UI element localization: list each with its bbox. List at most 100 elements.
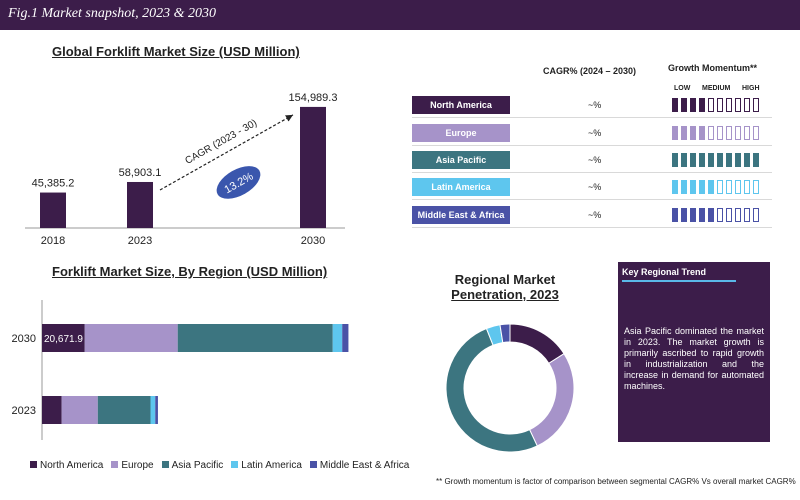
global-chart-title: Global Forklift Market Size (USD Million… [52, 44, 300, 59]
key-trend-body: Asia Pacific dominated the market in 202… [624, 326, 764, 391]
momentum-bar [681, 153, 687, 167]
legend-item-asia-pacific: Asia Pacific [161, 460, 223, 471]
momentum-bar [708, 208, 714, 222]
key-trend-panel: Key Regional Trend Asia Pacific dominate… [618, 262, 770, 442]
momentum-bar [753, 126, 759, 140]
region-bar-2023-north-america [42, 396, 62, 424]
momentum-bar [699, 153, 705, 167]
scale-medium: MEDIUM [702, 85, 731, 92]
momentum-bar [681, 208, 687, 222]
cagr-header: CAGR% (2024 – 2030) [543, 66, 637, 76]
momentum-bar [717, 98, 723, 112]
momentum-bar [690, 153, 696, 167]
cagr-region-label-north-america: North America [412, 96, 510, 114]
momentum-bar [672, 98, 678, 112]
figure-title: Fig.1 Market snapshot, 2023 & 2030 [8, 6, 217, 21]
region-stacked-bar-chart: 2030 2023 20,671.9 [12, 300, 349, 440]
momentum-bar [726, 126, 732, 140]
key-trend-title: Key Regional Trend [622, 267, 707, 277]
cagr-row-divider [412, 117, 772, 118]
momentum-bar [726, 153, 732, 167]
momentum-bar [735, 153, 741, 167]
global-bar-2023 [127, 181, 153, 228]
momentum-bar [717, 208, 723, 222]
cagr-row-divider [412, 172, 772, 173]
momentum-bar [672, 180, 678, 194]
momentum-bar [744, 180, 750, 194]
donut-slice-north-america [509, 323, 565, 365]
momentum-bar [690, 98, 696, 112]
momentum-bar [699, 126, 705, 140]
momentum-bar [681, 126, 687, 140]
momentum-bar [744, 208, 750, 222]
momentum-bar [672, 153, 678, 167]
region-legend: North America Europe Asia Pacific Latin … [30, 460, 409, 471]
cagr-region-label-latin-america: Latin America [412, 178, 510, 196]
global-x-tick-label: 2030 [301, 235, 325, 247]
global-bar-value-label: 154,989.3 [289, 92, 338, 104]
legend-item-mea: Middle East & Africa [309, 460, 409, 471]
growth-momentum-europe [672, 126, 759, 140]
cagr-arrow [159, 114, 294, 191]
momentum-bar [672, 208, 678, 222]
donut-chart [445, 323, 575, 453]
region-bar-2030-middle-east-africa [342, 324, 349, 352]
momentum-bar [681, 98, 687, 112]
momentum-bar [753, 98, 759, 112]
momentum-bar [735, 126, 741, 140]
global-bar-value-label: 58,903.1 [119, 167, 162, 179]
momentum-bar [708, 180, 714, 194]
global-bar-2030 [300, 106, 326, 228]
momentum-bar [708, 126, 714, 140]
region-y-tick-label: 2030 [12, 333, 36, 345]
cagr-value-latin-america: ~% [588, 182, 602, 192]
donut-slice-middle-east-africa [499, 323, 511, 344]
cagr-value-north-america: ~% [588, 100, 602, 110]
momentum-bar [744, 98, 750, 112]
scale-low: LOW [674, 85, 691, 92]
momentum-bar [672, 126, 678, 140]
momentum-bar [753, 208, 759, 222]
cagr-region-label-asia-pacific: Asia Pacific [412, 151, 510, 169]
momentum-bar [735, 98, 741, 112]
momentum-bar [690, 208, 696, 222]
momentum-bar [744, 126, 750, 140]
donut-slice-europe [528, 353, 575, 447]
scale-high: HIGH [742, 85, 760, 92]
cagr-value-middle-east-africa: ~% [588, 210, 602, 220]
momentum-bar [708, 153, 714, 167]
header-bar: Fig.1 Market snapshot, 2023 & 2030 [0, 0, 800, 30]
momentum-bar [690, 126, 696, 140]
momentum-bar [753, 153, 759, 167]
momentum-bar [708, 98, 714, 112]
momentum-bar [699, 180, 705, 194]
global-x-tick-label: 2023 [128, 235, 152, 247]
momentum-bar [717, 126, 723, 140]
global-bar-value-label: 45,385.2 [32, 178, 75, 190]
cagr-row-divider [412, 199, 772, 200]
global-bar-2018 [40, 192, 66, 228]
momentum-bar [717, 180, 723, 194]
momentum-bar [753, 180, 759, 194]
region-y-tick-label: 2023 [12, 405, 36, 417]
momentum-header: Growth Momentum** [668, 63, 757, 73]
momentum-bar [699, 208, 705, 222]
region-bar-2030-north-america [42, 324, 85, 352]
region-bar-2023-middle-east-africa [155, 396, 158, 424]
pie-title: Regional Market Penetration, 2023 [440, 272, 570, 302]
region-data-label: 20,671.9 [44, 334, 83, 345]
cagr-label: CAGR (2023 - 30) [183, 118, 259, 167]
global-x-tick-label: 2018 [41, 235, 65, 247]
growth-momentum-asia-pacific [672, 153, 759, 167]
momentum-bar [735, 208, 741, 222]
growth-momentum-north-america [672, 98, 759, 112]
momentum-bar [744, 153, 750, 167]
cagr-region-label-europe: Europe [412, 124, 510, 142]
momentum-bar [726, 98, 732, 112]
region-chart-title: Forklift Market Size, By Region (USD Mil… [52, 264, 328, 279]
footnote: ** Growth momentum is factor of comparis… [436, 477, 796, 486]
legend-item-europe: Europe [111, 460, 154, 471]
cagr-row-divider [412, 227, 772, 228]
region-bar-2023-asia-pacific [97, 396, 151, 424]
region-bar-2030-asia-pacific [177, 324, 333, 352]
